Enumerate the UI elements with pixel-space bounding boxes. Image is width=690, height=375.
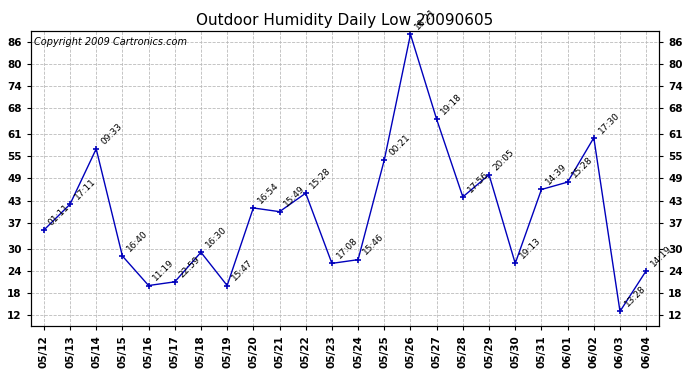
Text: 16:54: 16:54 xyxy=(256,181,281,205)
Text: 00:21: 00:21 xyxy=(387,133,412,157)
Text: 09:33: 09:33 xyxy=(99,122,124,146)
Text: 18:21: 18:21 xyxy=(413,7,438,32)
Text: 22:59: 22:59 xyxy=(177,255,202,279)
Text: Copyright 2009 Cartronics.com: Copyright 2009 Cartronics.com xyxy=(34,37,187,46)
Title: Outdoor Humidity Daily Low 20090605: Outdoor Humidity Daily Low 20090605 xyxy=(197,13,493,28)
Text: 17:30: 17:30 xyxy=(597,110,621,135)
Text: 17:56: 17:56 xyxy=(466,170,491,194)
Text: 20:05: 20:05 xyxy=(492,147,516,172)
Text: 15:46: 15:46 xyxy=(361,232,386,257)
Text: 15:49: 15:49 xyxy=(282,184,307,209)
Text: 15:28: 15:28 xyxy=(308,166,333,190)
Text: 15:47: 15:47 xyxy=(230,258,255,283)
Text: 14:19: 14:19 xyxy=(649,243,673,268)
Text: 16:40: 16:40 xyxy=(125,229,150,253)
Text: 19:18: 19:18 xyxy=(440,92,464,117)
Text: 13:28: 13:28 xyxy=(623,284,647,309)
Text: 15:28: 15:28 xyxy=(571,155,595,179)
Text: 17:11: 17:11 xyxy=(72,177,97,201)
Text: 14:39: 14:39 xyxy=(544,162,569,187)
Text: 01:11: 01:11 xyxy=(47,203,71,227)
Text: 16:30: 16:30 xyxy=(204,225,228,249)
Text: 17:08: 17:08 xyxy=(335,236,359,261)
Text: 11:19: 11:19 xyxy=(151,258,176,283)
Text: 19:13: 19:13 xyxy=(518,236,542,261)
